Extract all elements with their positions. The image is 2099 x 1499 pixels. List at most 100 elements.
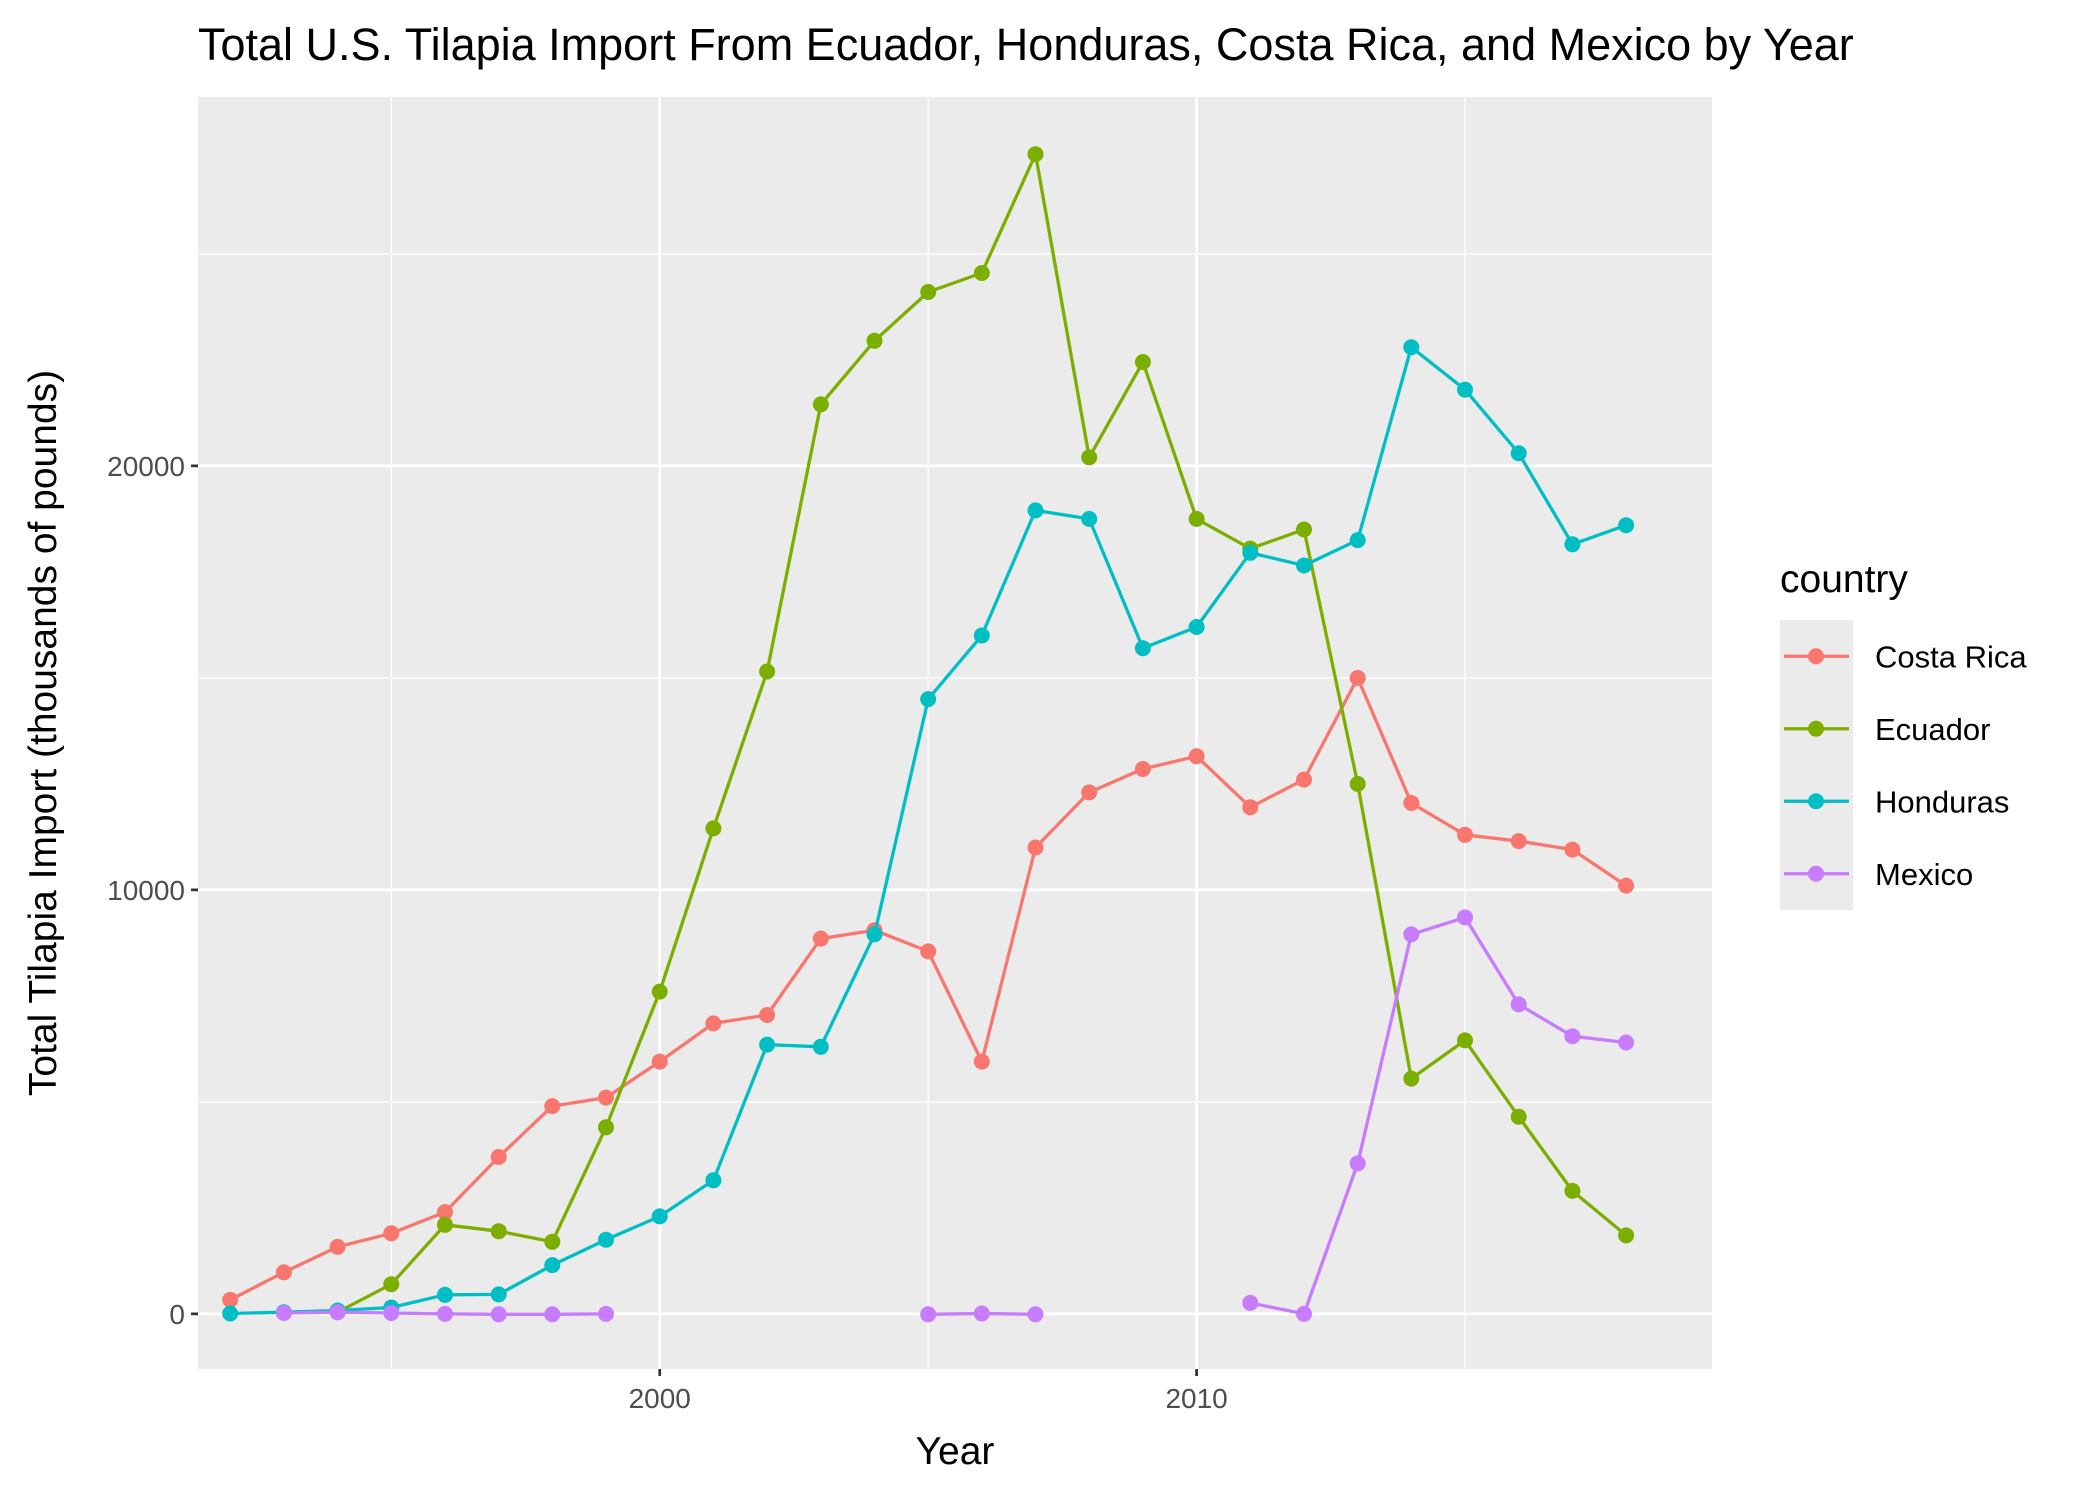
plot-panel (198, 97, 1712, 1369)
data-point-mexico (1510, 996, 1527, 1013)
data-point-ecuador (544, 1233, 561, 1250)
data-point-costa-rica (275, 1264, 292, 1281)
data-point-mexico (1349, 1155, 1366, 1172)
series-costa-rica (222, 669, 1635, 1308)
legend-item-honduras: Honduras (1784, 784, 2009, 819)
data-point-costa-rica (329, 1238, 346, 1255)
legend-label: Mexico (1875, 857, 1973, 892)
grid-minor (198, 97, 1712, 1369)
data-point-honduras (490, 1286, 507, 1303)
data-point-mexico (1027, 1306, 1044, 1323)
legend-title: country (1780, 558, 1908, 601)
legend-label: Honduras (1875, 784, 2009, 819)
data-point-honduras (1027, 502, 1044, 519)
data-point-honduras (598, 1231, 614, 1248)
data-point-mexico (437, 1305, 453, 1322)
data-point-costa-rica (1564, 841, 1581, 858)
legend-label: Ecuador (1875, 712, 1990, 747)
data-point-mexico (490, 1306, 507, 1323)
legend-key-point (1808, 865, 1824, 882)
data-point-costa-rica (973, 1053, 990, 1070)
data-point-costa-rica (1457, 826, 1473, 843)
data-point-honduras (1403, 339, 1420, 356)
data-point-ecuador (1403, 1070, 1420, 1087)
legend-items: Costa Rica Ecuador Honduras Mexico (1784, 639, 2027, 892)
legend-item-ecuador: Ecuador (1784, 712, 1990, 747)
data-point-honduras (1510, 445, 1527, 462)
x-axis-title: Year (916, 1430, 995, 1473)
axis-ticks: 2000 2010 0 10000 20000 (107, 451, 1228, 1414)
data-point-mexico (383, 1305, 400, 1321)
data-point-honduras (222, 1305, 239, 1322)
data-point-honduras (866, 926, 883, 943)
data-point-ecuador (705, 820, 722, 837)
data-point-ecuador (1618, 1227, 1635, 1244)
series-mexico (275, 909, 1635, 1323)
data-point-ecuador (490, 1223, 507, 1240)
data-point-honduras (437, 1286, 453, 1303)
data-point-honduras (1296, 557, 1312, 574)
data-point-mexico (544, 1306, 561, 1323)
data-point-ecuador (1081, 449, 1098, 466)
data-point-costa-rica (705, 1015, 722, 1032)
data-point-costa-rica (1188, 748, 1205, 765)
data-point-costa-rica (651, 1053, 668, 1070)
data-point-honduras (759, 1036, 776, 1053)
data-point-ecuador (437, 1216, 453, 1233)
data-point-ecuador (651, 983, 668, 1000)
data-point-ecuador (920, 284, 937, 300)
legend-key-point (1808, 720, 1824, 737)
chart-title: Total U.S. Tilapia Import From Ecuador, … (198, 19, 1854, 70)
data-point-costa-rica (383, 1225, 400, 1242)
data-point-ecuador (812, 396, 829, 413)
data-point-mexico (1403, 926, 1420, 943)
data-point-costa-rica (1510, 833, 1527, 850)
data-point-honduras (1081, 510, 1098, 527)
data-point-ecuador (1188, 510, 1205, 527)
x-tick-label: 2010 (1165, 1383, 1227, 1414)
data-point-honduras (705, 1172, 722, 1189)
data-point-honduras (1457, 381, 1473, 398)
data-point-mexico (920, 1306, 937, 1323)
data-point-honduras (1188, 619, 1205, 635)
data-point-ecuador (1349, 775, 1366, 792)
data-point-costa-rica (920, 943, 937, 960)
data-point-mexico (973, 1305, 990, 1322)
y-tick-label: 10000 (107, 875, 185, 906)
data-point-costa-rica (1134, 761, 1151, 777)
y-axis-title: Total Tilapia Import (thousands of pound… (22, 370, 65, 1096)
data-point-ecuador (759, 663, 776, 680)
data-point-costa-rica (544, 1098, 561, 1115)
data-point-honduras (1349, 532, 1366, 549)
data-point-mexico (1618, 1034, 1635, 1051)
data-point-ecuador (1134, 354, 1151, 370)
data-point-costa-rica (1242, 799, 1259, 816)
data-point-costa-rica (759, 1007, 776, 1023)
legend-key-background (1780, 620, 1853, 910)
legend-key-point (1808, 648, 1824, 665)
data-point-honduras (1242, 544, 1259, 561)
data-point-ecuador (1564, 1182, 1581, 1199)
legend: country Costa Rica Ecuador Honduras Mexico (1780, 558, 2027, 910)
data-point-costa-rica (1349, 669, 1366, 686)
legend-item-mexico: Mexico (1784, 857, 1973, 892)
data-point-ecuador (1296, 521, 1312, 538)
data-point-costa-rica (437, 1204, 453, 1221)
data-point-honduras (812, 1038, 829, 1055)
series-line-mexico (1249, 915, 1627, 1316)
data-point-mexico (1296, 1305, 1312, 1322)
data-point-honduras (544, 1257, 561, 1274)
data-point-costa-rica (222, 1291, 239, 1308)
legend-item-costa-rica: Costa Rica (1784, 639, 2027, 674)
data-point-ecuador (598, 1119, 614, 1136)
data-point-costa-rica (1027, 839, 1044, 856)
data-point-costa-rica (1618, 877, 1635, 894)
data-point-ecuador (1027, 146, 1044, 163)
data-point-mexico (1457, 909, 1473, 926)
y-tick-label: 20000 (107, 451, 185, 482)
data-point-mexico (275, 1305, 292, 1321)
data-point-ecuador (866, 332, 883, 349)
data-point-ecuador (1457, 1032, 1473, 1049)
data-point-costa-rica (1081, 784, 1098, 801)
